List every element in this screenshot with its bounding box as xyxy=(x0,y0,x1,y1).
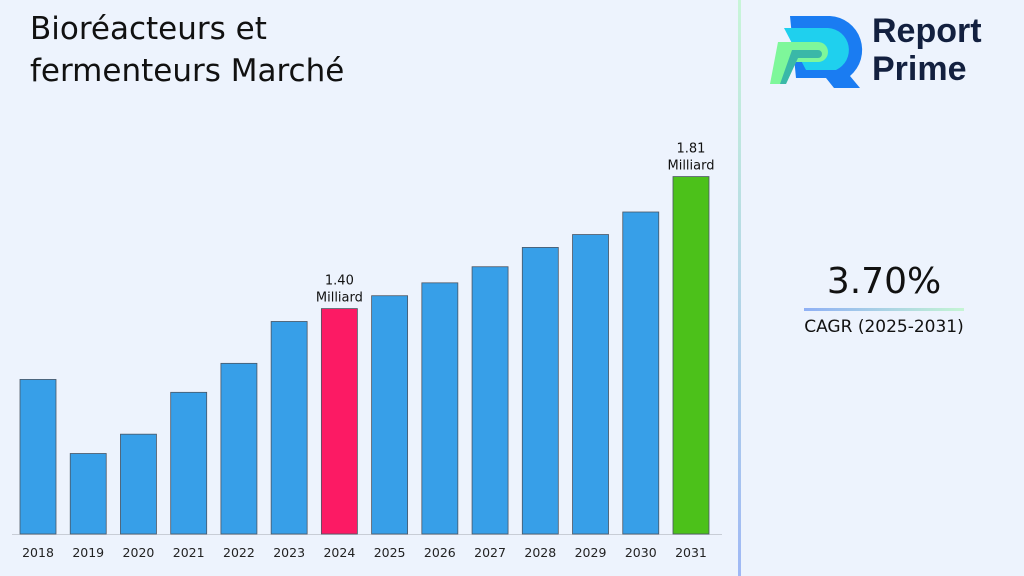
x-tick-label: 2020 xyxy=(123,545,155,560)
bar-2026 xyxy=(421,282,459,535)
bar-2027 xyxy=(471,266,509,535)
x-tick-label: 2018 xyxy=(22,545,54,560)
x-tick-label: 2028 xyxy=(524,545,556,560)
bar-2018 xyxy=(19,379,57,535)
data-label-value: 1.40 xyxy=(325,274,354,289)
x-tick-label: 2024 xyxy=(323,545,355,560)
logo-text-line2: Prime xyxy=(872,50,967,88)
bar-2022 xyxy=(220,362,258,535)
bar-2023 xyxy=(270,321,308,535)
bar-2021 xyxy=(170,391,208,535)
bar-2029 xyxy=(572,234,609,535)
bar-chart: 2018 2019 2020 2021 2022 2023 2024 1.40 Milliard… xyxy=(12,142,722,560)
x-tick-label: 2023 xyxy=(273,545,305,560)
bar-2020 xyxy=(120,433,157,535)
bar-2031 xyxy=(672,176,710,535)
x-tick-label: 2026 xyxy=(424,545,456,560)
cagr-label: CAGR (2025-2031) xyxy=(804,317,964,337)
bar-2019 xyxy=(69,453,107,535)
cagr-underline xyxy=(804,308,964,311)
page-title: Bioréacteurs et fermenteurs Marché xyxy=(30,11,345,89)
cagr-panel: 3.70% CAGR (2025-2031) xyxy=(800,258,968,337)
data-label-unit: Milliard xyxy=(667,159,714,174)
logo-text: Report Prime xyxy=(872,12,982,88)
report-prime-logo-icon xyxy=(770,16,863,88)
bar-2024 xyxy=(320,308,358,535)
x-tick-label: 2025 xyxy=(374,545,406,560)
data-label-value: 1.81 xyxy=(677,142,706,157)
x-tick-label: 2029 xyxy=(575,545,607,560)
logo-text-line1: Report xyxy=(872,12,982,50)
x-tick-label: 2021 xyxy=(173,545,205,560)
bar-2025 xyxy=(371,295,409,535)
x-tick-label: 2031 xyxy=(675,545,707,560)
x-tick-label: 2019 xyxy=(72,545,104,560)
bar-2030 xyxy=(622,211,660,535)
x-tick-label: 2027 xyxy=(474,545,506,560)
data-label-unit: Milliard xyxy=(316,291,363,306)
x-tick-label: 2030 xyxy=(625,545,657,560)
cagr-value: 3.70% xyxy=(826,261,942,302)
divider xyxy=(738,0,741,576)
x-tick-label: 2022 xyxy=(223,545,255,560)
bar-2028 xyxy=(521,247,559,535)
